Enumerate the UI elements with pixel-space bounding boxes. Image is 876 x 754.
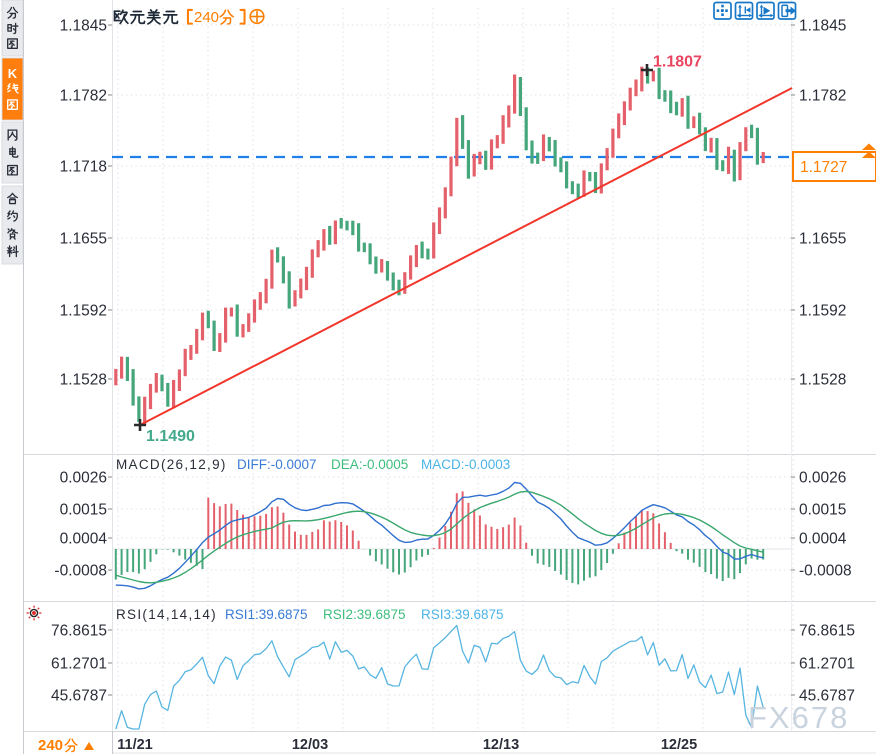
svg-text:RSI1:39.6875: RSI1:39.6875: [225, 607, 308, 622]
svg-text:0.0026: 0.0026: [60, 470, 107, 487]
svg-text:240: 240: [194, 9, 219, 26]
svg-text:-0.0008: -0.0008: [54, 563, 107, 580]
svg-text:240: 240: [38, 737, 63, 754]
svg-text:-0.0008: -0.0008: [799, 563, 852, 580]
svg-text:DEA:-0.0005: DEA:-0.0005: [331, 457, 408, 472]
svg-text:DIFF:-0.0007: DIFF:-0.0007: [237, 457, 317, 472]
svg-text:61.2701: 61.2701: [51, 656, 107, 673]
svg-text:12/03: 12/03: [292, 737, 328, 753]
svg-text:1.1528: 1.1528: [60, 372, 107, 389]
svg-text:MACD:-0.0003: MACD:-0.0003: [421, 457, 510, 472]
svg-text:1.1845: 1.1845: [799, 18, 846, 35]
svg-text:1.1845: 1.1845: [60, 18, 107, 35]
svg-text:RSI3:39.6875: RSI3:39.6875: [421, 607, 504, 622]
svg-text:1.1727: 1.1727: [800, 159, 847, 176]
svg-text:76.8615: 76.8615: [799, 623, 855, 640]
svg-text:45.6787: 45.6787: [51, 688, 107, 705]
svg-text:1.1592: 1.1592: [799, 303, 846, 320]
svg-text:1.1718: 1.1718: [60, 159, 107, 176]
svg-text:1.1490: 1.1490: [146, 428, 195, 445]
svg-text:61.2701: 61.2701: [799, 656, 855, 673]
svg-text:K: K: [8, 66, 18, 81]
svg-text:1.1592: 1.1592: [60, 303, 107, 320]
svg-text:1.1782: 1.1782: [60, 88, 107, 105]
svg-text:45.6787: 45.6787: [799, 688, 855, 705]
svg-text:76.8615: 76.8615: [51, 623, 107, 640]
svg-text:RSI2:39.6875: RSI2:39.6875: [323, 607, 406, 622]
svg-text:12/25: 12/25: [661, 737, 697, 753]
svg-text:1.1655: 1.1655: [799, 231, 846, 248]
svg-text:0.0026: 0.0026: [799, 470, 846, 487]
svg-text:RSI(14,14,14): RSI(14,14,14): [116, 607, 217, 622]
svg-text:1.1655: 1.1655: [60, 231, 107, 248]
svg-text:0.0015: 0.0015: [60, 502, 107, 519]
svg-text:12/13: 12/13: [483, 737, 519, 753]
svg-text:0.0004: 0.0004: [60, 531, 108, 548]
svg-text:1.1807: 1.1807: [653, 54, 702, 71]
svg-text:1.1782: 1.1782: [799, 88, 846, 105]
svg-text:11/21: 11/21: [117, 737, 153, 753]
svg-text:0.0015: 0.0015: [799, 502, 846, 519]
svg-text:FX678: FX678: [748, 700, 849, 735]
svg-text:MACD(26,12,9): MACD(26,12,9): [116, 457, 227, 472]
svg-text:0.0004: 0.0004: [799, 531, 847, 548]
svg-text:1.1528: 1.1528: [799, 372, 846, 389]
